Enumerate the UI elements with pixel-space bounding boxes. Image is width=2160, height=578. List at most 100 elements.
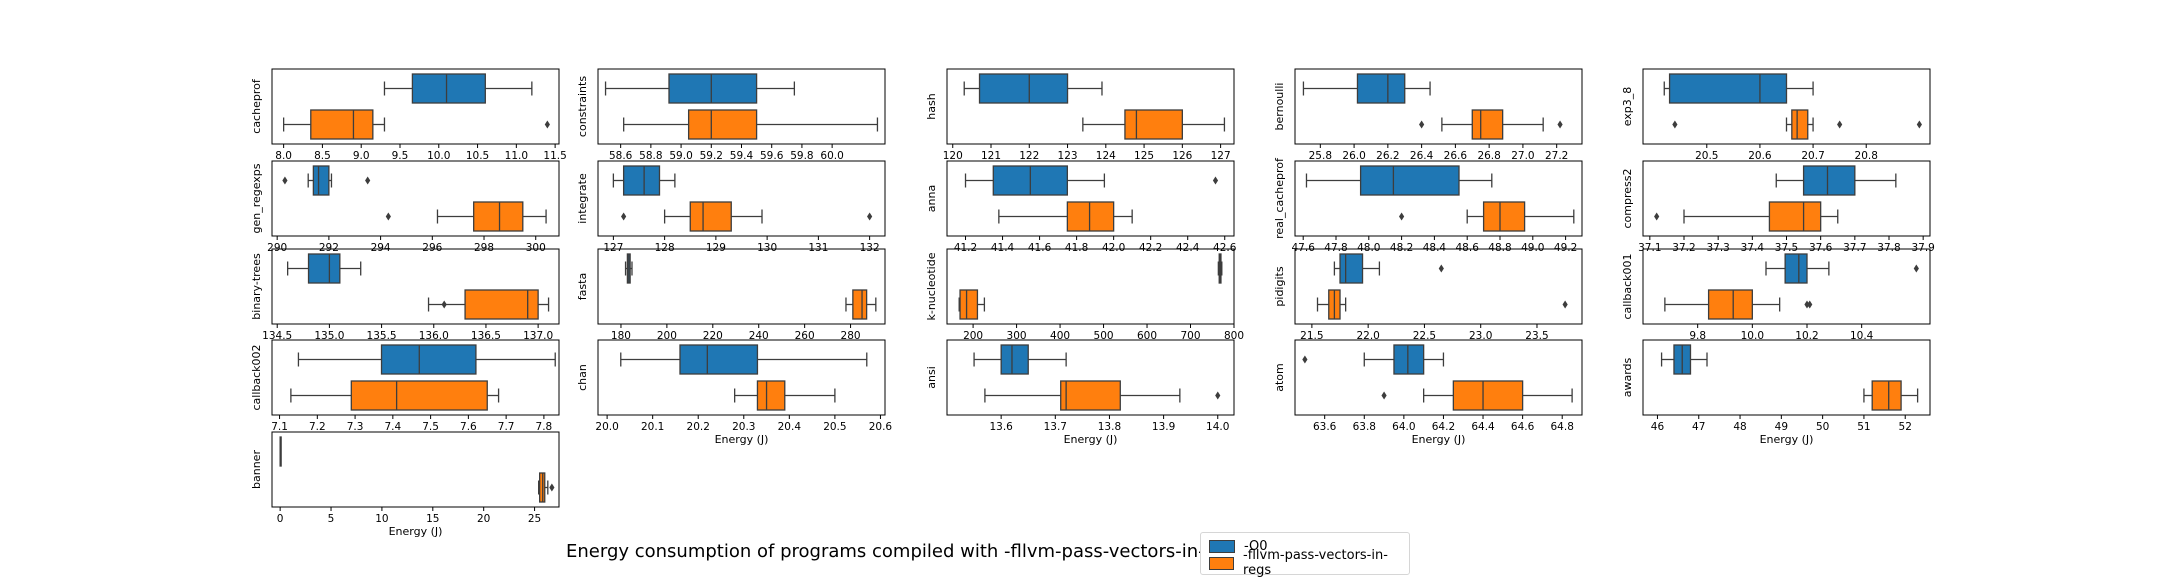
y-axis-label: anna <box>925 185 938 212</box>
box-o0 <box>963 73 1103 104</box>
box-o0 <box>1663 73 1814 104</box>
box-o0 <box>624 253 633 284</box>
box-pass-vectors <box>427 289 550 320</box>
box-iqr <box>756 380 786 411</box>
y-axis-label: callback002 <box>250 344 263 410</box>
x-tick-label: 10.0 <box>1741 330 1764 342</box>
box-iqr <box>1124 109 1183 140</box>
legend-swatch-o0 <box>1209 539 1235 553</box>
box-pass-vectors <box>1654 201 1839 232</box>
x-tick-label: 64.6 <box>1511 421 1535 433</box>
x-tick-label: 49.2 <box>1554 242 1577 254</box>
figure-title: Energy consumption of programs compiled … <box>566 541 1244 562</box>
box-iqr <box>312 165 330 196</box>
y-axis-label: pidigits <box>1273 266 1286 306</box>
legend-swatch-pass-vectors <box>1209 556 1235 570</box>
box-pass-vectors <box>537 472 555 503</box>
y-axis-label: compress2 <box>1621 169 1634 229</box>
box-pass-vectors <box>734 380 836 411</box>
subplot-pidigits: pidigits 21.5 22.0 22.5 23.0 23.5 <box>1273 248 1583 342</box>
box-iqr <box>1339 253 1364 284</box>
x-tick-label: 296 <box>422 242 442 254</box>
y-axis-label: callback001 <box>1621 253 1634 319</box>
subplot-compress2: compress2 37.1 37.2 37.3 37.4 37.5 37.6 37.7 37.… <box>1621 160 1935 254</box>
box-iqr <box>1784 253 1808 284</box>
x-tick-label: 13.8 <box>1098 421 1121 433</box>
x-tick-label: 59.2 <box>700 150 723 162</box>
x-tick-label: 120 <box>943 150 963 162</box>
x-tick-label: 11.0 <box>505 150 528 162</box>
box-pass-vectors <box>1399 201 1575 232</box>
y-axis-label: hash <box>925 93 938 119</box>
box-iqr <box>1000 344 1029 375</box>
outlier-point <box>1837 120 1843 129</box>
x-tick-label: 64.4 <box>1471 421 1495 433</box>
box-o0 <box>279 436 282 467</box>
outlier-point <box>1399 212 1405 221</box>
axes-frame <box>271 68 560 145</box>
axes-frame <box>271 339 560 416</box>
subplot-cacheprof: cacheprof 8.0 8.5 9.0 9.5 10.0 10.5 11.0 11.5 <box>250 68 567 162</box>
x-tick-label: 10.5 <box>466 150 489 162</box>
x-tick-label: 135.0 <box>314 330 344 342</box>
box-o0 <box>604 73 796 104</box>
outlier-point <box>544 120 550 129</box>
x-tick-label: 136.5 <box>471 330 501 342</box>
x-tick-label: 10.0 <box>427 150 450 162</box>
outlier-point <box>1381 391 1387 400</box>
x-tick-label: 7.8 <box>536 421 553 433</box>
x-tick-label: 13.7 <box>1044 421 1067 433</box>
box-iqr <box>1802 165 1856 196</box>
box-pass-vectors <box>1316 289 1568 320</box>
x-tick-label: 59.6 <box>760 150 784 162</box>
axes-frame <box>946 248 1235 325</box>
subplot-hash: hash 120 121 122 123 124 125 126 127 <box>925 68 1235 162</box>
x-tick-label: 400 <box>1050 330 1070 342</box>
y-axis-label: cacheprof <box>250 78 263 134</box>
y-axis-label: ansi <box>925 366 938 389</box>
x-tick-label: 136.0 <box>419 330 449 342</box>
box-o0 <box>1217 253 1223 284</box>
x-tick-label: 49.0 <box>1521 242 1544 254</box>
x-tick-label: 48.0 <box>1357 242 1380 254</box>
box-o0 <box>1302 73 1431 104</box>
x-tick-label: 135.5 <box>367 330 397 342</box>
x-tick-label: 48.4 <box>1423 242 1447 254</box>
box-iqr <box>1668 73 1788 104</box>
x-tick-label: 11.5 <box>543 150 566 162</box>
box-pass-vectors <box>290 380 500 411</box>
x-tick-label: 292 <box>319 242 339 254</box>
x-tick-label: 20.7 <box>1801 150 1824 162</box>
y-axis-label: bernoulli <box>1273 83 1286 131</box>
x-tick-label: 46 <box>1651 421 1665 433</box>
x-tick-label: 47.8 <box>1324 242 1347 254</box>
subplot-bernoulli: bernoulli 25.8 26.0 26.2 26.4 26.6 26.8 27.0 27.… <box>1273 68 1583 162</box>
x-tick-label: 26.8 <box>1477 150 1500 162</box>
y-axis-label: constraints <box>576 76 589 137</box>
outlier-point <box>1916 120 1922 129</box>
x-tick-label: 124 <box>1096 150 1116 162</box>
legend-item-pass-vectors: -fllvm-pass-vectors-in-regs <box>1209 548 1409 578</box>
x-tick-label: 64.2 <box>1432 421 1455 433</box>
x-tick-label: 128 <box>655 242 675 254</box>
box-iqr <box>852 289 868 320</box>
x-tick-label: 50 <box>1816 421 1829 433</box>
x-tick-label: 26.6 <box>1444 150 1468 162</box>
outlier-point <box>1419 120 1425 129</box>
x-tick-label: 7.4 <box>384 421 401 433</box>
box-iqr <box>310 109 374 140</box>
subplot-atom: atom 63.6 63.8 64.0 64.2 64.4 64.6 64.8 Energy (… <box>1273 339 1583 446</box>
x-tick-label: 700 <box>1180 330 1200 342</box>
x-tick-label: 20.4 <box>778 421 802 433</box>
x-tick-label: 9.5 <box>392 150 409 162</box>
y-axis-label: fasta <box>576 273 589 300</box>
x-tick-label: 41.6 <box>1028 242 1052 254</box>
x-tick-label: 48.2 <box>1390 242 1413 254</box>
box-o0 <box>973 344 1067 375</box>
box-o0 <box>1333 253 1444 284</box>
x-tick-label: 298 <box>474 242 494 254</box>
x-tick-label: 25.8 <box>1309 150 1332 162</box>
box-pass-vectors <box>385 201 547 232</box>
box-pass-vectors <box>282 109 550 140</box>
